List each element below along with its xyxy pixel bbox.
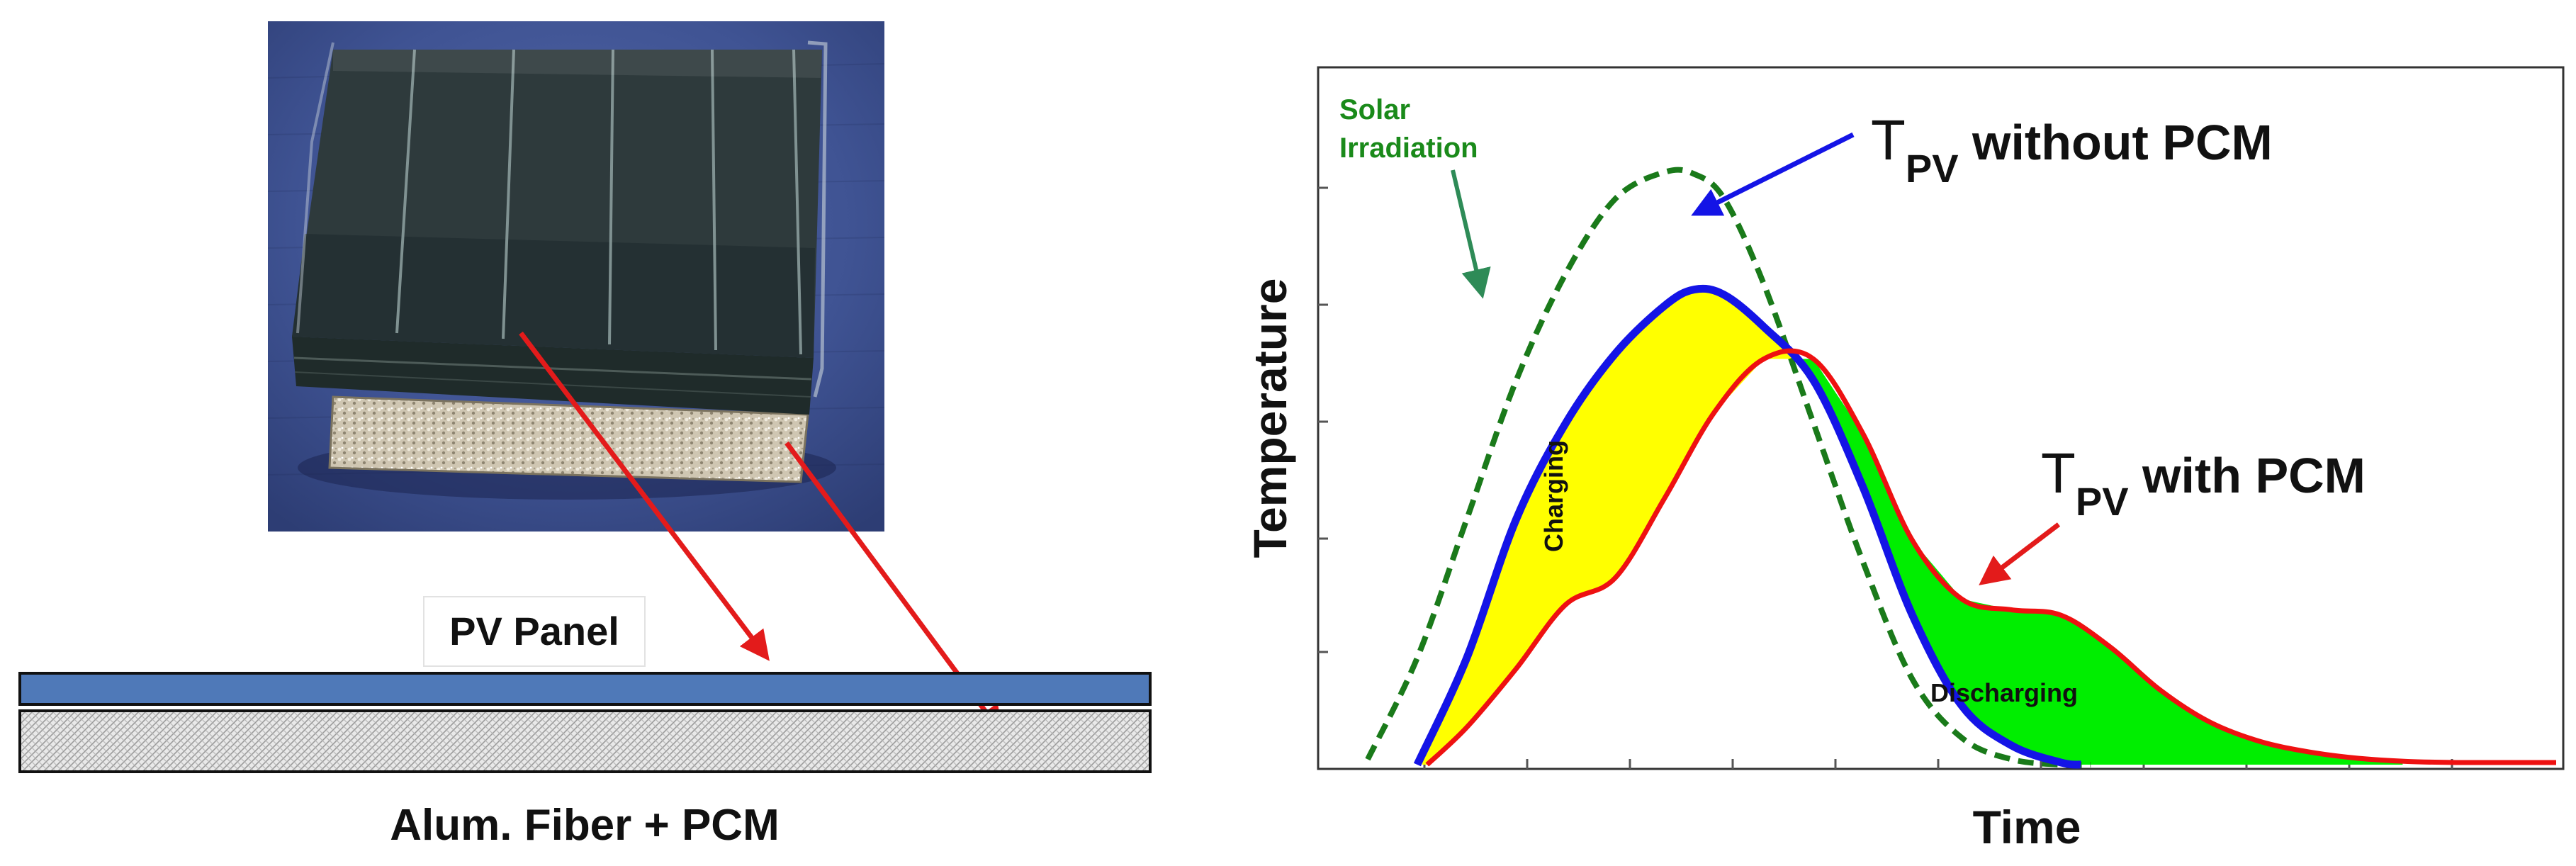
fiber-pcm-label: Alum. Fiber + PCM <box>390 801 779 850</box>
charging-region <box>1422 289 1794 765</box>
solar-label-line1: Solar <box>1339 94 1410 125</box>
discharging-label: Discharging <box>1930 678 2078 707</box>
y-axis-label: Temperature <box>1244 279 1296 558</box>
tpv-without-rest: without PCM <box>1959 115 2273 170</box>
tpv-with-arrow <box>1979 522 2061 585</box>
tpv-without-label: TPV without PCM <box>1871 108 2273 191</box>
pv-panel-layer <box>18 672 1152 706</box>
pv-label-box: PV Panel <box>423 596 646 667</box>
tpv-without-sub: PV <box>1906 146 1959 191</box>
temperature-chart: Time Temperature Solar Irradiation TPV w… <box>1244 66 2565 853</box>
fiber-pcm-layer <box>18 709 1152 773</box>
sample-photo <box>267 21 885 532</box>
tpv-without-pcm-line <box>1413 284 2081 769</box>
tpv-with-label: TPV with PCM <box>2041 442 2366 524</box>
tpv-with-T: T <box>2041 442 2076 505</box>
tpv-with-sub: PV <box>2076 479 2129 524</box>
series-layer <box>1365 167 2556 769</box>
tpv-without-T: T <box>1871 108 1906 171</box>
solar-irradiation-line <box>1365 167 2091 768</box>
solar-arrow <box>1451 169 1491 299</box>
pv-panel-label: PV Panel <box>449 609 619 653</box>
tpv-without-arrow <box>1691 132 1855 216</box>
foam-block <box>328 395 809 483</box>
tpv-with-pcm-line <box>1425 348 2556 767</box>
solar-label-line2: Irradiation <box>1339 133 1478 164</box>
x-axis-label: Time <box>1973 801 2081 853</box>
charging-label: Charging <box>1539 440 1568 552</box>
arrow-to-pv-layer <box>519 331 770 661</box>
tpv-with-rest: with PCM <box>2129 448 2366 503</box>
discharging-region <box>1798 359 2403 765</box>
